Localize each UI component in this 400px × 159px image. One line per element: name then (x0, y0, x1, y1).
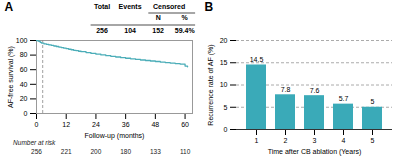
svg-text:36: 36 (122, 121, 130, 128)
svg-text:Time after CB ablation (Years): Time after CB ablation (Years) (268, 148, 362, 156)
svg-text:N: N (156, 14, 161, 21)
svg-text:7.6: 7.6 (310, 87, 320, 94)
svg-text:15: 15 (220, 59, 228, 66)
svg-text:200: 200 (90, 148, 101, 155)
svg-text:Number at risk: Number at risk (13, 139, 56, 146)
svg-text:0: 0 (35, 121, 39, 128)
svg-text:5: 5 (371, 98, 375, 105)
svg-text:5: 5 (371, 137, 375, 144)
svg-text:5: 5 (224, 103, 228, 110)
svg-text:Events: Events (119, 3, 142, 10)
svg-text:256: 256 (96, 27, 108, 34)
svg-text:Recurrence rate of AF (%): Recurrence rate of AF (%) (207, 44, 215, 125)
svg-text:7.8: 7.8 (281, 86, 291, 93)
svg-text:1: 1 (255, 137, 259, 144)
svg-text:24: 24 (92, 121, 100, 128)
svg-text:Total: Total (94, 3, 110, 10)
svg-text:59.4%: 59.4% (175, 27, 196, 34)
svg-text:0: 0 (24, 110, 28, 117)
svg-text:40: 40 (20, 81, 28, 88)
svg-text:AF-free survival (%): AF-free survival (%) (7, 46, 15, 108)
svg-text:100: 100 (16, 37, 28, 44)
svg-text:180: 180 (120, 148, 131, 155)
svg-text:4: 4 (342, 137, 346, 144)
svg-text:10: 10 (220, 81, 228, 88)
svg-text:60: 60 (20, 66, 28, 73)
svg-text:0: 0 (224, 126, 228, 133)
svg-text:2: 2 (284, 137, 288, 144)
svg-text:152: 152 (152, 27, 164, 34)
svg-text:%: % (182, 14, 189, 21)
svg-text:Censored: Censored (153, 3, 185, 10)
svg-text:14.5: 14.5 (250, 56, 264, 63)
svg-text:110: 110 (180, 148, 191, 155)
svg-text:60: 60 (181, 121, 189, 128)
svg-text:Follow-up (months): Follow-up (months) (85, 132, 145, 140)
svg-text:20: 20 (220, 37, 228, 44)
svg-text:80: 80 (20, 51, 28, 58)
svg-text:12: 12 (62, 121, 70, 128)
svg-text:A: A (5, 0, 14, 14)
svg-text:221: 221 (61, 148, 72, 155)
svg-text:48: 48 (151, 121, 159, 128)
svg-text:104: 104 (124, 27, 136, 34)
svg-text:20: 20 (20, 95, 28, 102)
svg-text:133: 133 (150, 148, 161, 155)
svg-text:256: 256 (31, 148, 42, 155)
svg-text:5.7: 5.7 (339, 95, 349, 102)
svg-text:B: B (205, 0, 214, 14)
svg-text:3: 3 (313, 137, 317, 144)
